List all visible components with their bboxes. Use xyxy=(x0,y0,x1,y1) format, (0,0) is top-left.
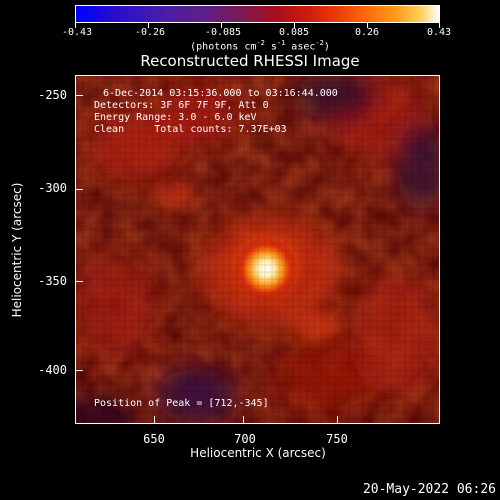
y-tick-label: -350 xyxy=(38,274,67,288)
colorbar-tick xyxy=(294,23,295,28)
x-tick-label: 700 xyxy=(234,432,256,446)
colorbar-tick xyxy=(367,23,368,28)
colorbar-tick-label: 0.085 xyxy=(278,27,310,38)
y-tick xyxy=(75,370,83,371)
x-tick xyxy=(154,416,155,424)
y-tick-label: -250 xyxy=(38,88,67,102)
y-tick xyxy=(75,189,83,190)
colorbar-tick xyxy=(148,23,149,28)
y-axis-label: Heliocentric Y (arcsec) xyxy=(10,182,24,318)
info-time-range: 6-Dec-2014 03:15:36.000 to 03:16:44.000 xyxy=(103,88,338,99)
colorbar-tick xyxy=(75,23,76,28)
y-tick xyxy=(75,281,83,282)
plot-title: Reconstructed RHESSI Image xyxy=(140,52,360,70)
info-energy-range: Energy Range: 3.0 - 6.0 keV xyxy=(94,112,257,123)
x-tick-label: 650 xyxy=(143,432,165,446)
colorbar-tick-label: 0.26 xyxy=(354,27,380,38)
info-detectors: Detectors: 3F 6F 7F 9F, Att 0 xyxy=(94,100,269,111)
colorbar-tick-label: 0.43 xyxy=(426,27,452,38)
rhessi-image-raster xyxy=(76,76,439,423)
x-axis-label: Heliocentric X (arcsec) xyxy=(190,446,326,460)
colorbar xyxy=(75,5,440,23)
colorbar-units: (photons cm-2 s-1 asec-2) xyxy=(190,39,330,53)
colorbar-tick xyxy=(221,23,222,28)
date-stamp: 20-May-2022 06:26 xyxy=(362,482,496,497)
rhessi-image xyxy=(75,75,440,424)
colorbar-tick-label: -0.085 xyxy=(204,27,242,38)
colorbar-tick xyxy=(439,23,440,28)
x-tick-label: 750 xyxy=(326,432,348,446)
y-tick-label: -300 xyxy=(38,181,67,195)
info-peak-position: Position of Peak = [712,-345] xyxy=(94,398,269,409)
x-tick xyxy=(337,416,338,424)
colorbar-tick-label: -0.43 xyxy=(61,27,93,38)
y-tick xyxy=(75,95,83,96)
x-tick xyxy=(243,416,244,424)
y-tick-label: -400 xyxy=(38,363,67,377)
info-clean-counts: Clean Total counts: 7.37E+03 xyxy=(94,124,287,135)
colorbar-tick-label: -0.26 xyxy=(134,27,166,38)
